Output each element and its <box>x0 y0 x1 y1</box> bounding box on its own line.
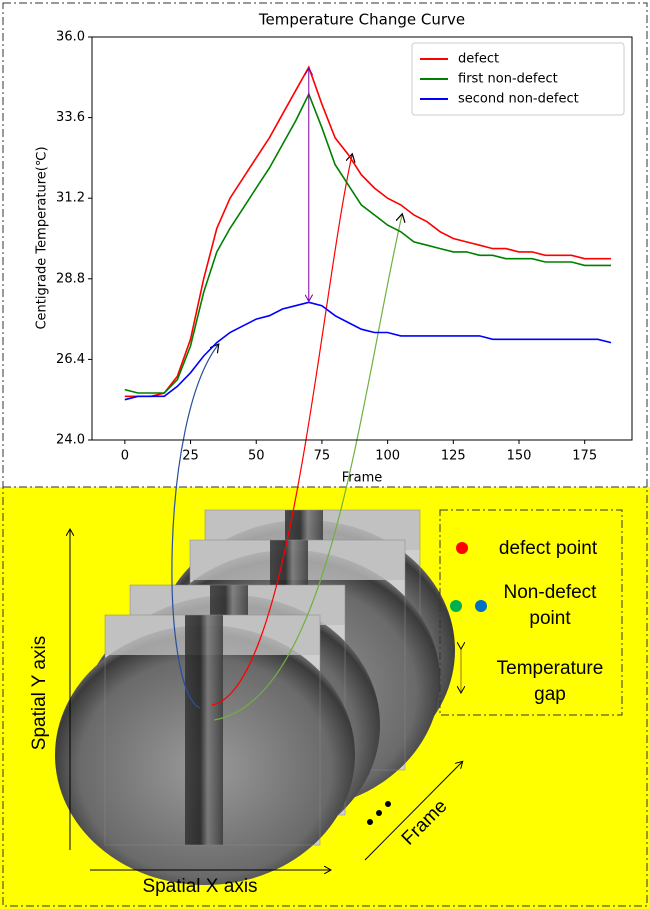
y-tick-label: 24.0 <box>56 433 85 448</box>
red-link <box>211 155 352 706</box>
legend-gap: Temperature gap <box>496 658 604 705</box>
legend-box <box>439 509 623 716</box>
blue-dot <box>475 600 487 612</box>
series-line <box>124 301 612 401</box>
x-tick-label: 150 <box>507 449 532 464</box>
chart-title: Temperature Change Curve <box>258 11 465 29</box>
spatial-y-label: Spatial Y axis <box>29 635 50 751</box>
legend-defect: defect point <box>498 538 598 559</box>
y-tick-label: 31.2 <box>56 191 85 206</box>
legend-label: second non-defect <box>458 92 579 107</box>
plot-frame <box>91 36 633 441</box>
x-tick-label: 75 <box>314 449 331 464</box>
y-tick-label: 28.8 <box>56 271 85 286</box>
series-line <box>124 92 611 394</box>
ellipsis <box>367 801 391 825</box>
y-tick-label: 33.6 <box>56 110 85 125</box>
x-tick-label: 50 <box>248 449 265 464</box>
series-line <box>124 65 611 398</box>
y-tick-label: 26.4 <box>56 352 85 367</box>
green-link <box>213 215 402 721</box>
legend-non-defect: Non-defect point <box>503 582 597 629</box>
green-dot <box>450 600 462 612</box>
x-tick-label: 125 <box>441 449 466 464</box>
legend-frame <box>411 42 625 116</box>
thermal-frames <box>54 509 456 886</box>
x-tick-label: 100 <box>375 449 400 464</box>
spatial-x-label: Spatial X axis <box>142 876 258 897</box>
defect-dot <box>456 542 468 554</box>
blue-link <box>171 345 218 709</box>
x-tick-label: 175 <box>572 449 597 464</box>
legend-label: first non-defect <box>458 72 558 87</box>
x-axis-label: Frame <box>342 471 383 486</box>
y-axis-label: Centigrade Temperature(℃) <box>35 146 50 329</box>
x-tick-label: 25 <box>182 449 199 464</box>
legend-label: defect <box>458 52 499 67</box>
x-tick-label: 0 <box>121 449 129 464</box>
y-tick-label: 36.0 <box>56 30 85 45</box>
frame-arrow <box>364 762 462 861</box>
